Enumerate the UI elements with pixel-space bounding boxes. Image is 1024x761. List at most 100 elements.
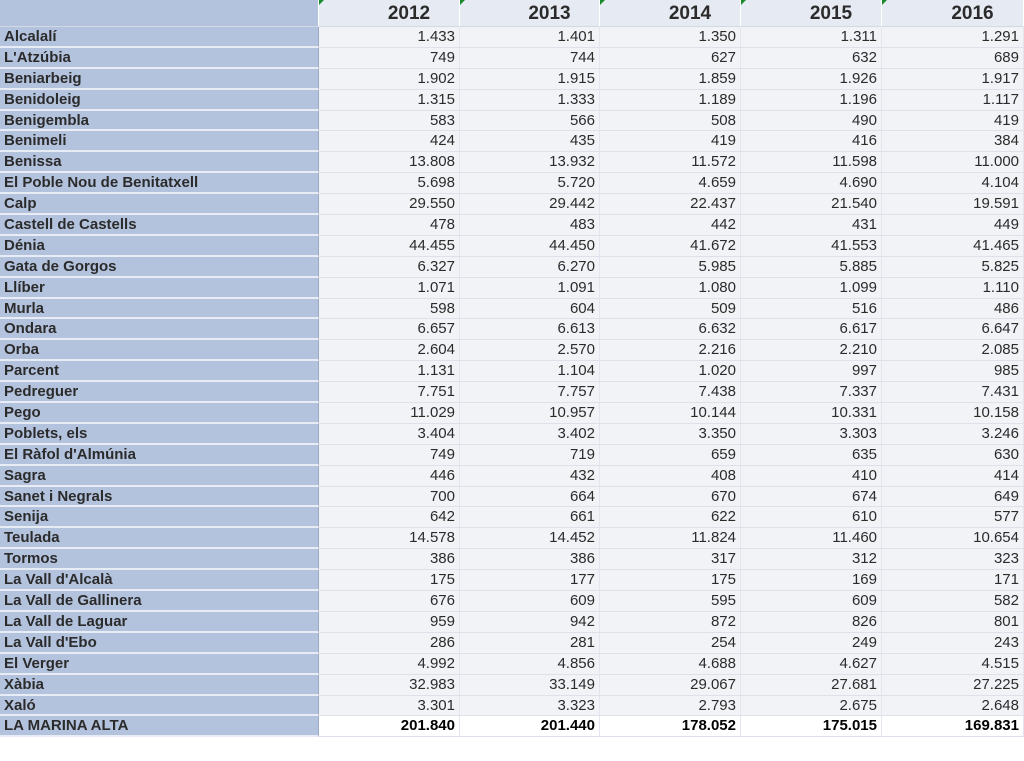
value-cell-2015[interactable]: 2.675 <box>741 695 882 717</box>
value-cell-2015[interactable]: 674 <box>741 486 882 508</box>
value-cell-2014[interactable]: 6.632 <box>600 319 741 341</box>
value-cell-2015[interactable]: 3.303 <box>741 423 882 445</box>
value-cell-2014[interactable]: 1.189 <box>600 89 741 111</box>
value-cell-2012[interactable]: 29.550 <box>319 194 460 216</box>
value-cell-2013[interactable]: 604 <box>460 298 600 320</box>
value-cell-2015[interactable]: 249 <box>741 632 882 654</box>
value-cell-2014[interactable]: 317 <box>600 549 741 571</box>
value-cell-2014[interactable]: 659 <box>600 444 741 466</box>
value-cell-2014[interactable]: 41.672 <box>600 235 741 257</box>
value-cell-2016[interactable]: 11.000 <box>882 152 1024 174</box>
value-cell-2013[interactable]: 1.915 <box>460 68 600 90</box>
value-cell-2012[interactable]: 1.315 <box>319 89 460 111</box>
municipality-name-cell[interactable]: Pego <box>0 403 319 424</box>
value-cell-2014[interactable]: 7.438 <box>600 382 741 404</box>
value-cell-2014[interactable]: 10.144 <box>600 403 741 424</box>
value-cell-2014[interactable]: 5.985 <box>600 256 741 278</box>
value-cell-2012[interactable]: 1.902 <box>319 68 460 90</box>
value-cell-2016[interactable]: 985 <box>882 361 1024 383</box>
value-cell-2014[interactable]: 22.437 <box>600 194 741 216</box>
value-cell-2015[interactable]: 2.210 <box>741 340 882 362</box>
value-cell-2014[interactable]: 2.793 <box>600 695 741 717</box>
value-cell-2012[interactable]: 386 <box>319 549 460 571</box>
value-cell-2014[interactable]: 508 <box>600 110 741 132</box>
value-cell-2013[interactable]: 6.270 <box>460 256 600 278</box>
value-cell-2012[interactable]: 11.029 <box>319 403 460 424</box>
value-cell-2015[interactable]: 4.690 <box>741 173 882 195</box>
value-cell-2014[interactable]: 872 <box>600 611 741 633</box>
header-corner-cell[interactable] <box>0 0 319 27</box>
value-cell-2012[interactable]: 478 <box>319 215 460 236</box>
header-year-2012[interactable]: 2012 <box>319 0 460 27</box>
value-cell-2015[interactable]: 11.460 <box>741 528 882 550</box>
value-cell-2012[interactable]: 3.301 <box>319 695 460 717</box>
value-cell-2016[interactable]: 384 <box>882 131 1024 153</box>
municipality-name-cell[interactable]: Murla <box>0 298 319 320</box>
municipality-name-cell[interactable]: El Verger <box>0 653 319 675</box>
municipality-name-cell[interactable]: Xaló <box>0 695 319 717</box>
value-cell-2016[interactable]: 7.431 <box>882 382 1024 404</box>
value-cell-2014[interactable]: 509 <box>600 298 741 320</box>
value-cell-2014[interactable]: 4.688 <box>600 653 741 675</box>
total-value-cell-2013[interactable]: 201.440 <box>460 716 600 738</box>
value-cell-2013[interactable]: 1.091 <box>460 277 600 299</box>
municipality-name-cell[interactable]: Xàbia <box>0 674 319 696</box>
value-cell-2016[interactable]: 10.158 <box>882 403 1024 424</box>
value-cell-2015[interactable]: 41.553 <box>741 235 882 257</box>
value-cell-2016[interactable]: 10.654 <box>882 528 1024 550</box>
value-cell-2014[interactable]: 175 <box>600 570 741 592</box>
value-cell-2013[interactable]: 177 <box>460 570 600 592</box>
value-cell-2015[interactable]: 997 <box>741 361 882 383</box>
value-cell-2016[interactable]: 2.085 <box>882 340 1024 362</box>
value-cell-2012[interactable]: 6.657 <box>319 319 460 341</box>
value-cell-2013[interactable]: 661 <box>460 507 600 529</box>
header-year-2014[interactable]: 2014 <box>600 0 741 27</box>
value-cell-2013[interactable]: 432 <box>460 465 600 487</box>
value-cell-2014[interactable]: 1.859 <box>600 68 741 90</box>
municipality-name-cell[interactable]: El Poble Nou de Benitatxell <box>0 173 319 195</box>
value-cell-2014[interactable]: 627 <box>600 47 741 69</box>
municipality-name-cell[interactable]: La Vall d'Alcalà <box>0 570 319 592</box>
value-cell-2013[interactable]: 719 <box>460 444 600 466</box>
value-cell-2012[interactable]: 598 <box>319 298 460 320</box>
value-cell-2012[interactable]: 32.983 <box>319 674 460 696</box>
value-cell-2016[interactable]: 171 <box>882 570 1024 592</box>
value-cell-2014[interactable]: 1.020 <box>600 361 741 383</box>
value-cell-2013[interactable]: 10.957 <box>460 403 600 424</box>
value-cell-2013[interactable]: 386 <box>460 549 600 571</box>
municipality-name-cell[interactable]: Benidoleig <box>0 89 319 111</box>
value-cell-2014[interactable]: 2.216 <box>600 340 741 362</box>
value-cell-2014[interactable]: 4.659 <box>600 173 741 195</box>
value-cell-2012[interactable]: 583 <box>319 110 460 132</box>
value-cell-2016[interactable]: 243 <box>882 632 1024 654</box>
value-cell-2012[interactable]: 1.433 <box>319 27 460 48</box>
value-cell-2013[interactable]: 3.323 <box>460 695 600 717</box>
municipality-name-cell[interactable]: Tormos <box>0 549 319 571</box>
value-cell-2016[interactable]: 486 <box>882 298 1024 320</box>
municipality-name-cell[interactable]: Senija <box>0 507 319 529</box>
value-cell-2015[interactable]: 410 <box>741 465 882 487</box>
municipality-name-cell[interactable]: Sagra <box>0 465 319 487</box>
municipality-name-cell[interactable]: Alcalalí <box>0 27 319 48</box>
municipality-name-cell[interactable]: Dénia <box>0 235 319 257</box>
value-cell-2015[interactable]: 431 <box>741 215 882 236</box>
total-value-cell-2016[interactable]: 169.831 <box>882 716 1024 738</box>
value-cell-2015[interactable]: 632 <box>741 47 882 69</box>
value-cell-2013[interactable]: 14.452 <box>460 528 600 550</box>
municipality-name-cell[interactable]: La Vall d'Ebo <box>0 632 319 654</box>
municipality-name-cell[interactable]: Benigembla <box>0 110 319 132</box>
municipality-name-cell[interactable]: Teulada <box>0 528 319 550</box>
value-cell-2016[interactable]: 419 <box>882 110 1024 132</box>
municipality-name-cell[interactable]: Pedreguer <box>0 382 319 404</box>
value-cell-2016[interactable]: 1.110 <box>882 277 1024 299</box>
value-cell-2016[interactable]: 1.917 <box>882 68 1024 90</box>
value-cell-2013[interactable]: 1.104 <box>460 361 600 383</box>
value-cell-2015[interactable]: 1.926 <box>741 68 882 90</box>
value-cell-2015[interactable]: 7.337 <box>741 382 882 404</box>
value-cell-2012[interactable]: 749 <box>319 47 460 69</box>
municipality-name-cell[interactable]: Ondara <box>0 319 319 341</box>
municipality-name-cell[interactable]: La Vall de Gallinera <box>0 591 319 612</box>
value-cell-2013[interactable]: 664 <box>460 486 600 508</box>
header-year-2016[interactable]: 2016 <box>882 0 1024 27</box>
municipality-name-cell[interactable]: Gata de Gorgos <box>0 256 319 278</box>
